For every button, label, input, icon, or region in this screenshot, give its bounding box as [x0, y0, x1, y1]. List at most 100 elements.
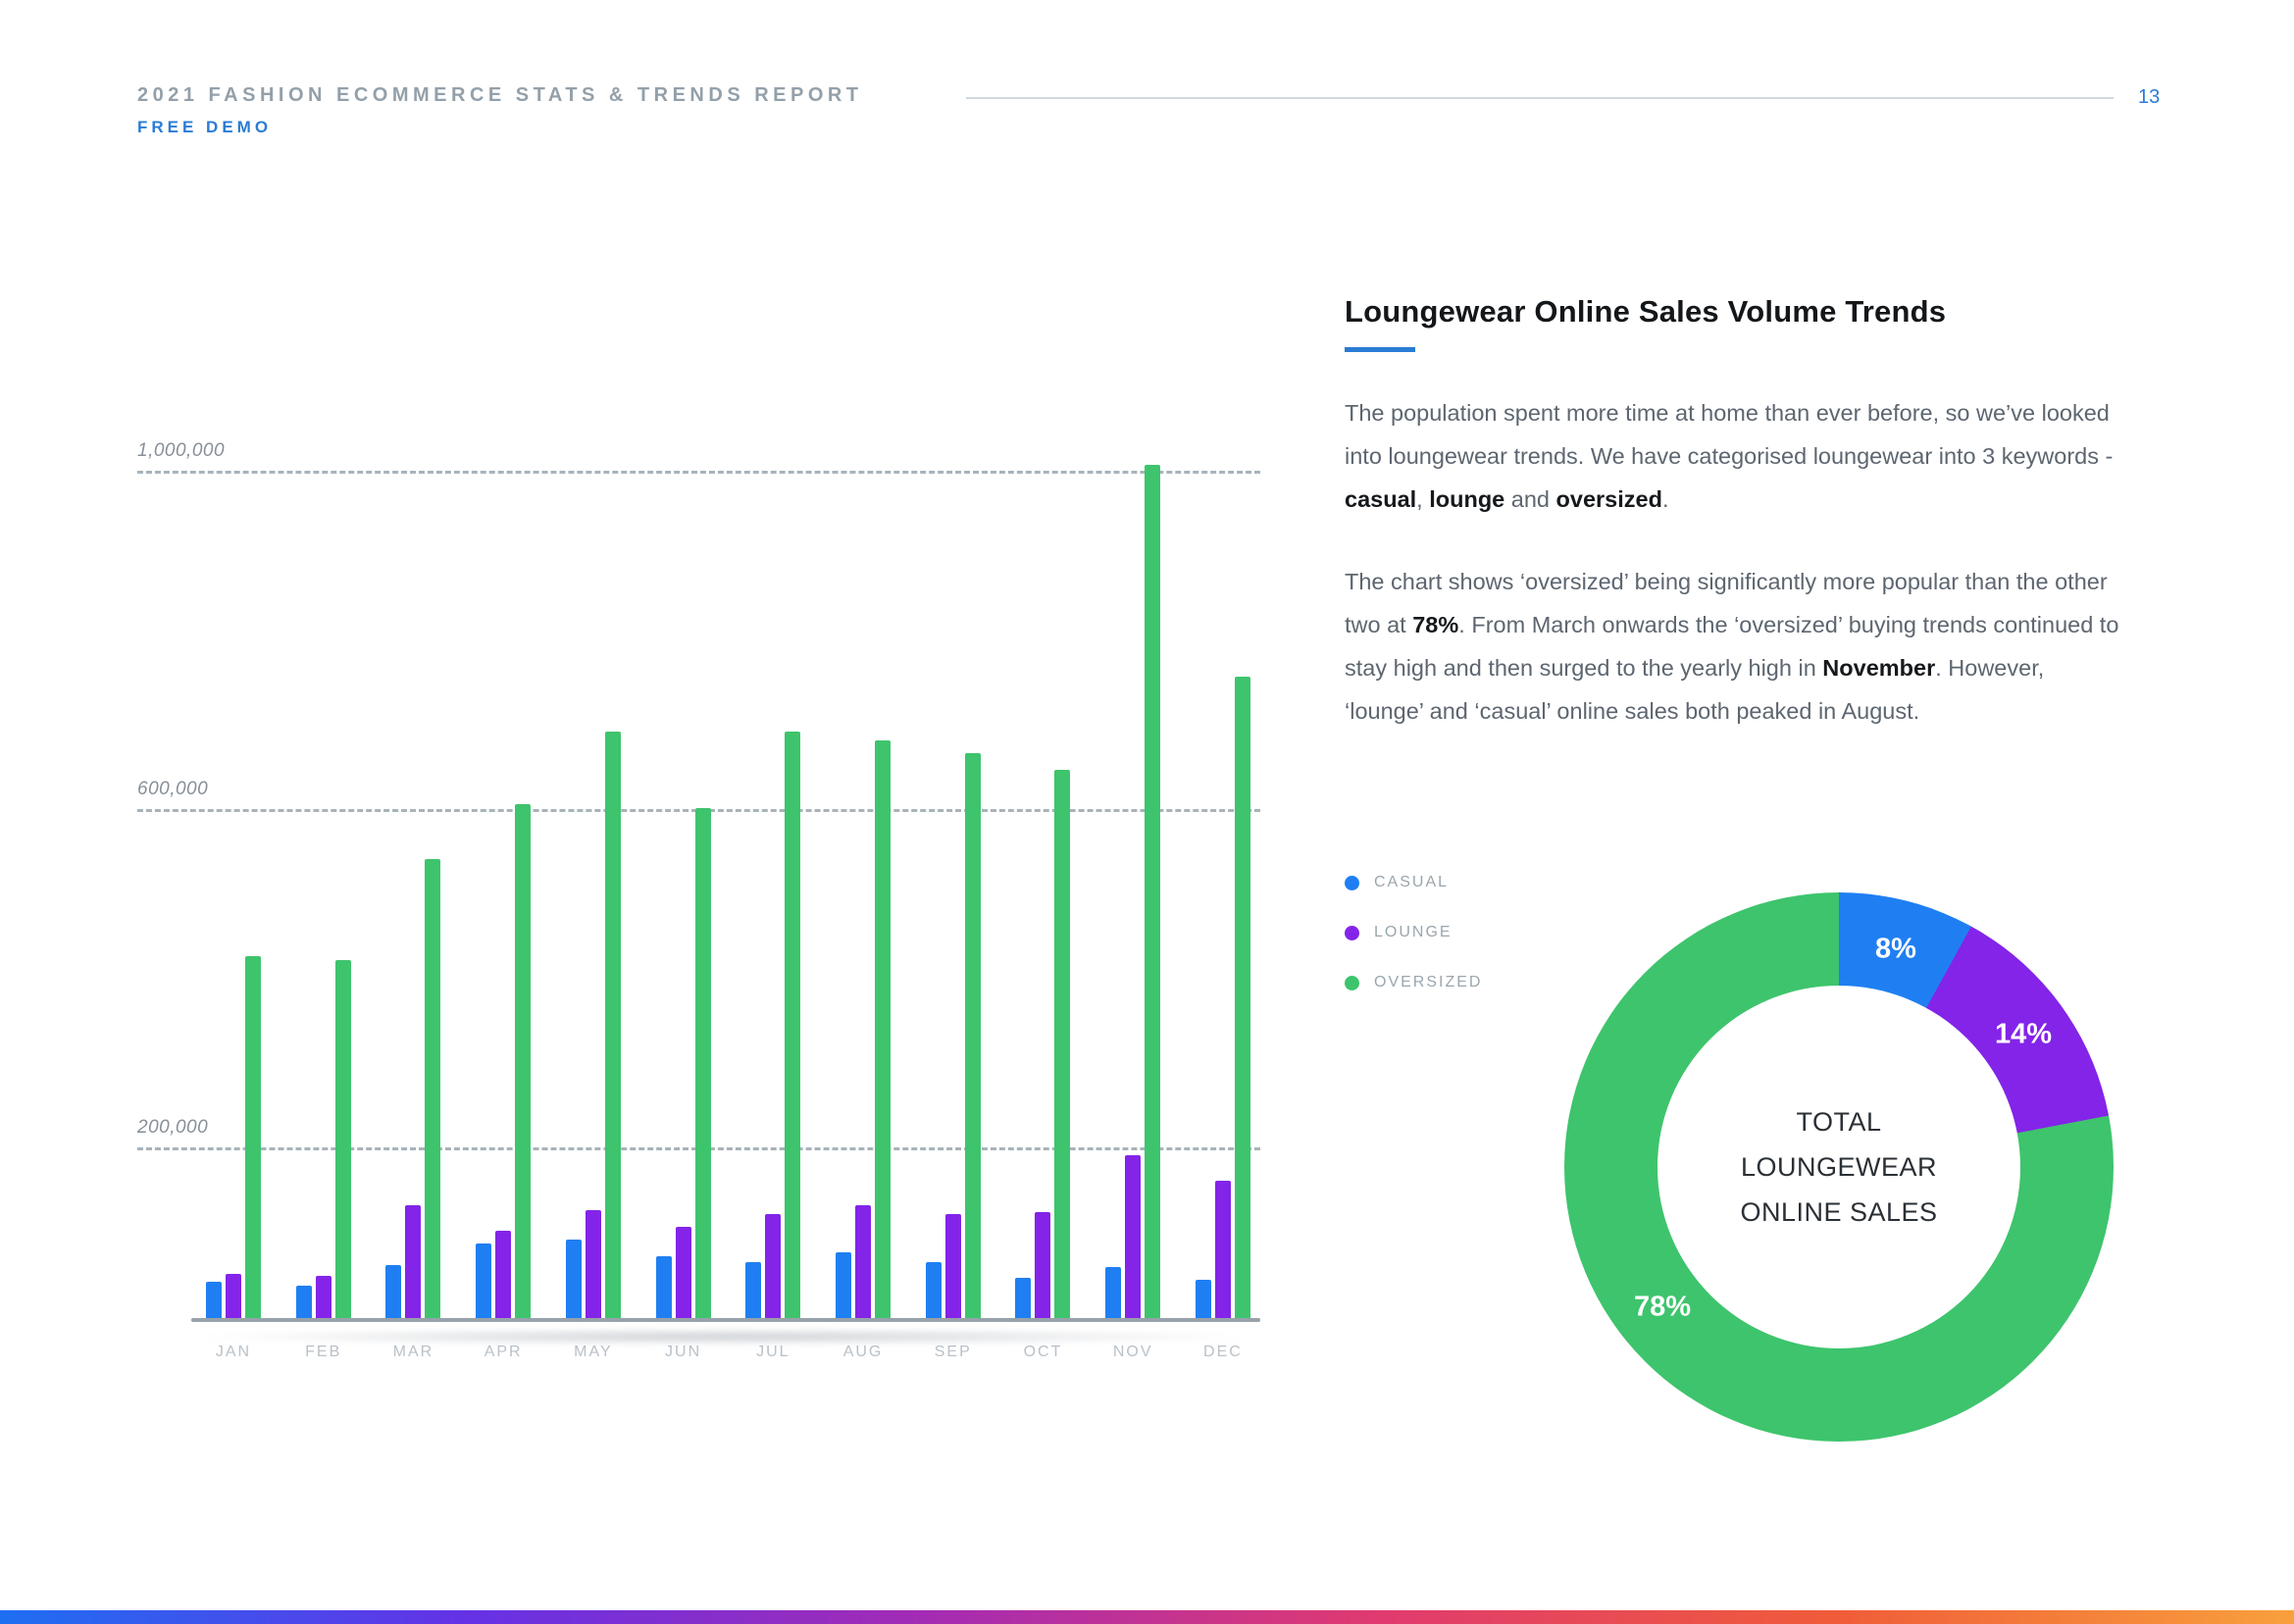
bar-chart: 200,000 600,000 1,000,000 JAN FEB MAR APR MAY J… [137, 422, 1260, 1360]
bar-group-feb: FEB [295, 422, 351, 1360]
legend-label: LOUNGE [1374, 924, 1453, 940]
bar-group-aug: AUG [836, 422, 892, 1360]
legend-item-oversized: OVERSIZED [1345, 974, 1482, 991]
bar-casual-jan [206, 1282, 222, 1320]
bar-group-dec: DEC [1195, 422, 1250, 1360]
bar-group-mar: MAR [385, 422, 441, 1360]
bar-group-may: MAY [565, 422, 621, 1360]
free-demo-label: FREE DEMO [137, 118, 273, 136]
bar-oversized-jun [694, 808, 711, 1320]
bar-casual-oct [1015, 1278, 1032, 1320]
bar-casual-may [565, 1240, 582, 1320]
legend-dot-oversized [1345, 975, 1359, 990]
bar-casual-jun [655, 1256, 672, 1320]
donut-label-casual: 8% [1875, 933, 1916, 965]
bar-plot-area: JAN FEB MAR APR MAY JUN JUL AUG SEP OCT NOV DEC [206, 422, 1250, 1360]
bar-group-oct: OCT [1015, 422, 1071, 1360]
bar-casual-nov [1105, 1267, 1122, 1320]
title-accent-underline [1345, 347, 1415, 352]
y-axis-tick-label: 1,000,000 [137, 440, 226, 461]
keyword-bold: casual [1345, 486, 1417, 512]
y-axis-tick-label: 200,000 [137, 1117, 209, 1138]
bar-casual-sep [925, 1262, 942, 1320]
bar-lounge-nov [1125, 1155, 1142, 1320]
bar-group-nov: NOV [1105, 422, 1161, 1360]
bar-casual-feb [295, 1286, 312, 1320]
bar-group-jan: JAN [206, 422, 261, 1360]
chart-legend: CASUAL LOUNGE OVERSIZED [1345, 874, 1482, 1024]
body-text: The chart shows ‘oversized’ being signif… [1345, 569, 2108, 637]
donut-center: TOTAL LOUNGEWEAR ONLINE SALES [1657, 986, 2020, 1348]
y-axis-tick-label: 600,000 [137, 779, 209, 799]
x-axis-label-nov: NOV [1112, 1344, 1153, 1360]
bar-group-apr: APR [476, 422, 532, 1360]
report-title: 2021 FASHION ECOMMERCE STATS & TRENDS RE… [137, 84, 863, 106]
bar-oversized-oct [1054, 770, 1071, 1320]
bar-lounge-mar [405, 1205, 422, 1320]
legend-label: CASUAL [1374, 874, 1450, 890]
x-axis-label-mar: MAR [392, 1344, 434, 1360]
bar-lounge-jul [765, 1214, 782, 1320]
keyword-bold: 78% [1412, 612, 1459, 637]
keyword-bold: November [1822, 655, 1936, 681]
text-section: Loungewear Online Sales Volume Trends Th… [1345, 294, 2129, 733]
legend-dot-casual [1345, 875, 1359, 890]
bar-lounge-aug [855, 1205, 872, 1320]
x-axis-label-dec: DEC [1203, 1344, 1243, 1360]
bar-casual-mar [385, 1265, 402, 1320]
x-axis-label-jan: JAN [215, 1344, 252, 1360]
donut-center-text-line: LOUNGEWEAR [1740, 1152, 1938, 1182]
body-text: . From March onwards the ‘oversized’ buy… [1345, 612, 2119, 681]
x-axis-label-jul: JUL [756, 1344, 790, 1360]
page-number: 13 [2138, 86, 2161, 108]
donut-label-oversized: 78% [1633, 1291, 1692, 1323]
body-text: and [1504, 486, 1556, 512]
bar-oversized-jan [245, 956, 261, 1320]
bar-casual-jul [745, 1262, 762, 1320]
bar-oversized-nov [1145, 465, 1161, 1320]
x-axis-line [191, 1318, 1260, 1322]
bar-group-jul: JUL [745, 422, 801, 1360]
x-axis-label-oct: OCT [1023, 1344, 1063, 1360]
x-axis-label-feb: FEB [305, 1344, 342, 1360]
bar-lounge-may [585, 1210, 601, 1320]
x-axis-label-may: MAY [574, 1344, 613, 1360]
paragraph-2: The chart shows ‘oversized’ being signif… [1345, 560, 2119, 733]
keyword-bold: oversized [1555, 486, 1662, 512]
body-text: . However, ‘lounge’ and ‘casual’ online … [1345, 655, 2045, 724]
bar-casual-apr [476, 1243, 492, 1320]
bar-lounge-dec [1214, 1181, 1231, 1320]
donut-center-text-line: ONLINE SALES [1740, 1197, 1938, 1227]
x-axis-label-sep: SEP [934, 1344, 972, 1360]
bar-oversized-dec [1234, 677, 1250, 1320]
keyword-bold: lounge [1429, 486, 1505, 512]
x-axis-label-aug: AUG [842, 1344, 884, 1360]
legend-label: OVERSIZED [1374, 974, 1483, 990]
bar-oversized-aug [875, 740, 892, 1320]
legend-item-casual: CASUAL [1345, 874, 1482, 891]
bar-oversized-jul [785, 732, 801, 1320]
bar-oversized-feb [334, 960, 351, 1320]
x-axis-label-jun: JUN [665, 1344, 702, 1360]
donut-chart: TOTAL LOUNGEWEAR ONLINE SALES 8% 14% 78% [1564, 892, 2114, 1442]
bar-oversized-may [604, 732, 621, 1320]
paragraph-1: The population spent more time at home t… [1345, 391, 2119, 521]
bar-oversized-sep [964, 753, 981, 1320]
gridline-1,000,000 [137, 471, 1260, 474]
bar-lounge-oct [1035, 1212, 1051, 1320]
bar-casual-dec [1195, 1280, 1211, 1320]
body-text: The population spent more time at home t… [1345, 400, 2114, 469]
bar-group-jun: JUN [655, 422, 711, 1360]
footer-gradient-bar [0, 1610, 2294, 1624]
bar-oversized-mar [425, 859, 441, 1320]
legend-dot-lounge [1345, 925, 1359, 940]
bar-oversized-apr [515, 804, 532, 1320]
x-axis-label-apr: APR [484, 1344, 523, 1360]
section-title: Loungewear Online Sales Volume Trends [1345, 294, 1947, 329]
body-text: . [1661, 486, 1669, 512]
bar-lounge-sep [944, 1214, 961, 1320]
bar-lounge-feb [315, 1276, 331, 1320]
bar-lounge-jun [675, 1227, 691, 1320]
body-text: , [1416, 486, 1430, 512]
donut-center-text-line: TOTAL [1796, 1107, 1882, 1137]
